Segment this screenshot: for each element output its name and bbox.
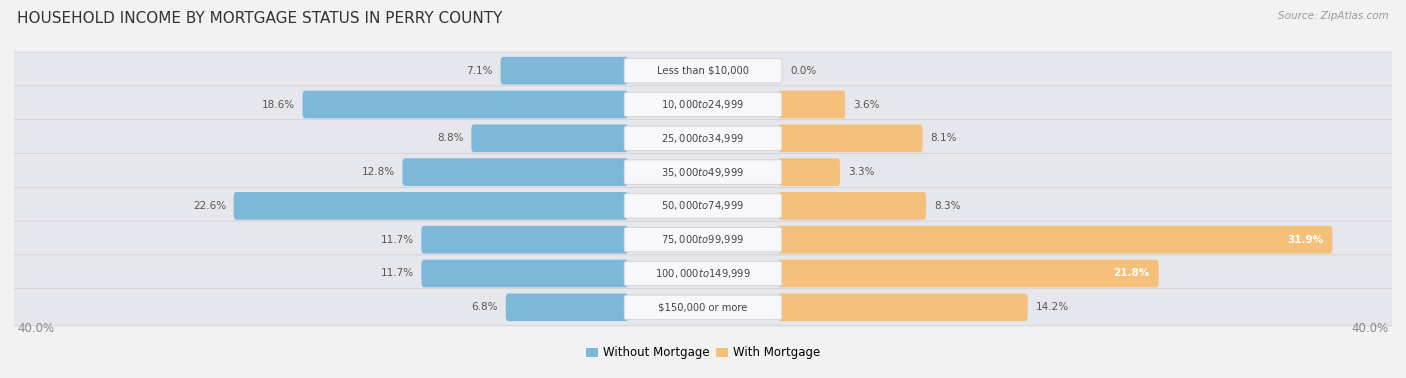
Legend: Without Mortgage, With Mortgage: Without Mortgage, With Mortgage bbox=[581, 342, 825, 364]
FancyBboxPatch shape bbox=[778, 158, 839, 186]
FancyBboxPatch shape bbox=[624, 59, 782, 83]
FancyBboxPatch shape bbox=[501, 57, 628, 85]
FancyBboxPatch shape bbox=[778, 91, 845, 118]
FancyBboxPatch shape bbox=[778, 124, 922, 152]
FancyBboxPatch shape bbox=[13, 289, 1393, 326]
FancyBboxPatch shape bbox=[624, 228, 782, 252]
FancyBboxPatch shape bbox=[778, 192, 927, 220]
FancyBboxPatch shape bbox=[624, 295, 782, 319]
Text: 40.0%: 40.0% bbox=[1351, 322, 1389, 335]
Text: Less than $10,000: Less than $10,000 bbox=[657, 66, 749, 76]
FancyBboxPatch shape bbox=[13, 52, 1393, 89]
FancyBboxPatch shape bbox=[13, 120, 1393, 157]
Text: HOUSEHOLD INCOME BY MORTGAGE STATUS IN PERRY COUNTY: HOUSEHOLD INCOME BY MORTGAGE STATUS IN P… bbox=[17, 11, 502, 26]
FancyBboxPatch shape bbox=[471, 124, 628, 152]
FancyBboxPatch shape bbox=[624, 261, 782, 286]
FancyBboxPatch shape bbox=[302, 91, 628, 118]
FancyBboxPatch shape bbox=[624, 126, 782, 150]
FancyBboxPatch shape bbox=[13, 221, 1393, 258]
Text: 31.9%: 31.9% bbox=[1286, 235, 1323, 245]
Text: 8.1%: 8.1% bbox=[931, 133, 957, 143]
FancyBboxPatch shape bbox=[402, 158, 628, 186]
Text: $150,000 or more: $150,000 or more bbox=[658, 302, 748, 312]
Text: 21.8%: 21.8% bbox=[1112, 268, 1149, 279]
Text: 14.2%: 14.2% bbox=[1035, 302, 1069, 312]
Text: 3.3%: 3.3% bbox=[848, 167, 875, 177]
FancyBboxPatch shape bbox=[506, 293, 628, 321]
Text: 3.6%: 3.6% bbox=[853, 99, 879, 110]
FancyBboxPatch shape bbox=[13, 153, 1393, 191]
Text: 8.8%: 8.8% bbox=[437, 133, 464, 143]
FancyBboxPatch shape bbox=[624, 92, 782, 117]
FancyBboxPatch shape bbox=[13, 86, 1393, 123]
FancyBboxPatch shape bbox=[422, 260, 628, 287]
Text: 12.8%: 12.8% bbox=[361, 167, 395, 177]
FancyBboxPatch shape bbox=[624, 160, 782, 184]
FancyBboxPatch shape bbox=[13, 187, 1393, 225]
Text: $75,000 to $99,999: $75,000 to $99,999 bbox=[661, 233, 745, 246]
Text: 18.6%: 18.6% bbox=[262, 99, 295, 110]
Text: $25,000 to $34,999: $25,000 to $34,999 bbox=[661, 132, 745, 145]
Text: $50,000 to $74,999: $50,000 to $74,999 bbox=[661, 200, 745, 212]
Text: Source: ZipAtlas.com: Source: ZipAtlas.com bbox=[1278, 11, 1389, 21]
FancyBboxPatch shape bbox=[13, 255, 1393, 292]
Text: 11.7%: 11.7% bbox=[381, 235, 413, 245]
Text: 0.0%: 0.0% bbox=[790, 66, 817, 76]
Text: $35,000 to $49,999: $35,000 to $49,999 bbox=[661, 166, 745, 178]
FancyBboxPatch shape bbox=[778, 226, 1333, 254]
Text: 7.1%: 7.1% bbox=[467, 66, 494, 76]
Text: $10,000 to $24,999: $10,000 to $24,999 bbox=[661, 98, 745, 111]
FancyBboxPatch shape bbox=[778, 260, 1159, 287]
Text: $100,000 to $149,999: $100,000 to $149,999 bbox=[655, 267, 751, 280]
Text: 8.3%: 8.3% bbox=[934, 201, 960, 211]
Text: 6.8%: 6.8% bbox=[471, 302, 498, 312]
FancyBboxPatch shape bbox=[233, 192, 628, 220]
Text: 22.6%: 22.6% bbox=[193, 201, 226, 211]
FancyBboxPatch shape bbox=[778, 293, 1028, 321]
Text: 40.0%: 40.0% bbox=[17, 322, 55, 335]
FancyBboxPatch shape bbox=[624, 194, 782, 218]
Text: 11.7%: 11.7% bbox=[381, 268, 413, 279]
FancyBboxPatch shape bbox=[422, 226, 628, 254]
